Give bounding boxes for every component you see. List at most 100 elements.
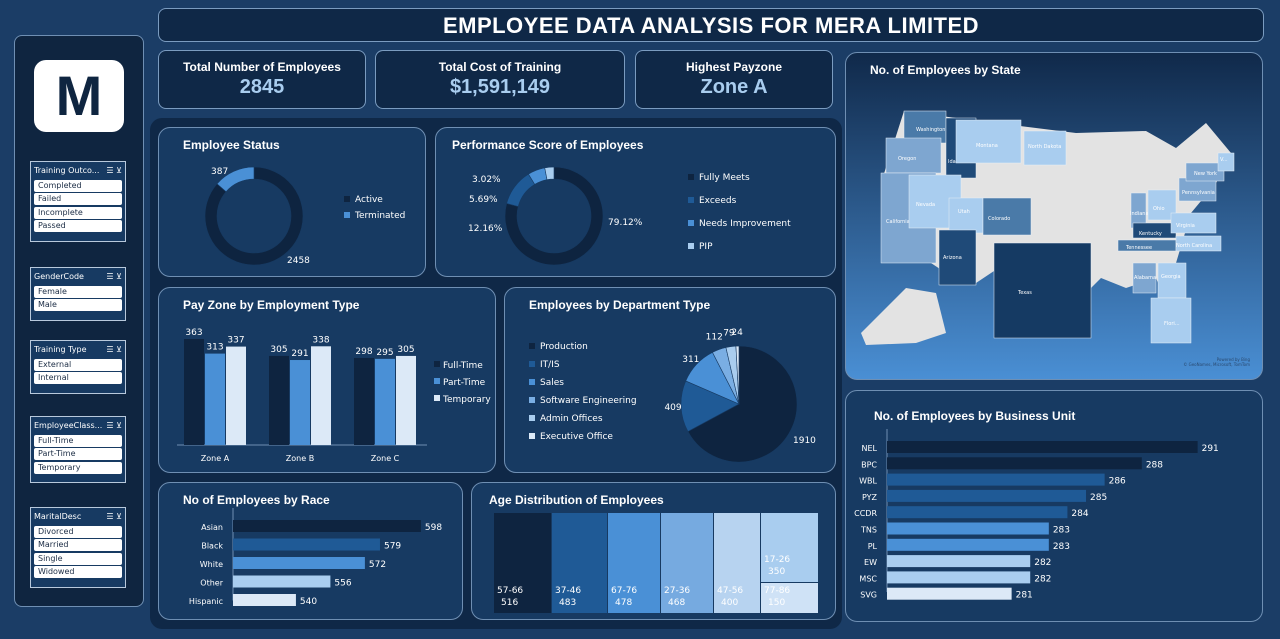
slicer-title: MaritalDesc ☰ ⊻ (34, 510, 122, 524)
bar-Asian[interactable] (233, 520, 421, 532)
tile-label: 37-46 (555, 586, 582, 596)
slicer-item[interactable]: Single (34, 552, 122, 565)
slicer-item[interactable]: Temporary (34, 461, 122, 474)
bar-Temporary[interactable] (396, 355, 416, 445)
multi-select-icon[interactable]: ☰ ⊻ (106, 272, 122, 281)
bar-WBL[interactable] (887, 473, 1105, 486)
age-tile[interactable]: 67-76 478 (608, 513, 660, 613)
bar-Other[interactable] (233, 575, 331, 588)
state-virginia[interactable] (1170, 212, 1217, 234)
bar-Temporary[interactable] (311, 346, 331, 445)
slicer-item[interactable]: Divorced (34, 525, 122, 538)
slicer-item[interactable]: Incomplete (34, 206, 122, 219)
bar-Black[interactable] (233, 538, 380, 551)
state-oregon[interactable] (885, 137, 942, 174)
data-label: 295 (376, 348, 393, 358)
bar-MSC[interactable] (887, 571, 1031, 584)
state-utah[interactable] (948, 197, 984, 234)
state-label: Idaho (948, 159, 962, 165)
map-credit: Powered by Bing (1216, 357, 1250, 362)
bar-Part-Time[interactable] (205, 353, 225, 445)
slicer-item[interactable]: Male (34, 299, 122, 311)
state-label: North Carolina (1176, 243, 1212, 249)
slicer-item[interactable]: Failed (34, 193, 122, 205)
status-slice[interactable] (216, 166, 255, 193)
legend-swatch (688, 220, 694, 226)
age-tile[interactable]: 57-66 516 (494, 513, 551, 613)
tile-value: 516 (501, 598, 519, 608)
data-label: 387 (211, 167, 228, 177)
state-colorado[interactable] (982, 197, 1032, 236)
perf-slice[interactable] (506, 173, 536, 207)
perf-slice[interactable] (544, 166, 555, 181)
data-label: 337 (227, 336, 244, 346)
slicer-item[interactable]: Married (34, 539, 122, 551)
bar-Full-Time[interactable] (184, 339, 204, 445)
data-label: 286 (1109, 477, 1126, 487)
multi-select-icon[interactable]: ☰ ⊻ (106, 421, 122, 430)
state-washington[interactable] (903, 110, 947, 144)
state-arizona[interactable] (938, 229, 977, 286)
state-v-[interactable] (1217, 152, 1235, 172)
age-tile[interactable]: 77-86 150 (761, 583, 818, 613)
state-alabama[interactable] (1132, 262, 1157, 294)
dept-slice[interactable] (735, 345, 740, 405)
slicer-item[interactable]: Part-Time (34, 448, 122, 460)
bar-Part-Time[interactable] (290, 360, 310, 445)
age-tile[interactable]: 47-56 400 (714, 513, 760, 613)
dept-slice[interactable] (687, 345, 798, 463)
data-label: 338 (312, 335, 329, 345)
bar-EW[interactable] (887, 555, 1031, 568)
state-label: Arizona (943, 255, 962, 261)
slicer-item[interactable]: Female (34, 285, 122, 298)
multi-select-icon[interactable]: ☰ ⊻ (106, 166, 122, 175)
bar-CCDR[interactable] (887, 506, 1068, 519)
slicer-item[interactable]: Passed (34, 220, 122, 232)
bar-TNS[interactable] (887, 522, 1049, 535)
status-slice[interactable] (204, 166, 304, 266)
state-new-york[interactable] (1185, 162, 1225, 182)
slicer-item[interactable]: Widowed (34, 566, 122, 578)
bar-PYZ[interactable] (887, 489, 1087, 502)
state-texas[interactable] (993, 242, 1092, 339)
bar-PL[interactable] (887, 538, 1049, 551)
data-label: 363 (185, 328, 202, 338)
state-florida[interactable] (1150, 297, 1192, 344)
slicer-item[interactable]: External (34, 358, 122, 371)
state-montana[interactable] (955, 119, 1022, 164)
state-north-dakota[interactable] (1023, 130, 1067, 166)
bar-Part-Time[interactable] (375, 358, 395, 445)
perf-slice[interactable] (504, 166, 604, 266)
state-georgia[interactable] (1157, 262, 1187, 299)
data-label: 409 (664, 403, 681, 413)
us-state-map[interactable]: Washington Oregon Idaho Montana North Dakota… (846, 53, 1264, 381)
y-tick-label: Other (200, 579, 223, 588)
data-label: 2458 (287, 256, 310, 266)
age-tile[interactable]: 27-36 468 (661, 513, 713, 613)
multi-select-icon[interactable]: ☰ ⊻ (106, 512, 122, 521)
bar-Temporary[interactable] (226, 346, 246, 445)
tile-label: 77-86 (764, 586, 791, 596)
bar-White[interactable] (233, 557, 365, 569)
multi-select-icon[interactable]: ☰ ⊻ (106, 345, 122, 354)
state-label: Washington (916, 127, 945, 133)
dept-slice[interactable] (680, 380, 740, 432)
slicer-item[interactable]: Internal (34, 372, 122, 384)
bar-SVG[interactable] (887, 587, 1012, 600)
performance-donut: 79.12% 12.16% 5.69% 3.02% Fully Meets Exceeds… (468, 166, 791, 266)
state-north-carolina[interactable] (1175, 235, 1222, 252)
slicer-item[interactable]: Completed (34, 179, 122, 192)
slicer-title: GenderCode ☰ ⊻ (34, 270, 122, 284)
state-label: Flori... (1164, 321, 1180, 327)
age-tile[interactable]: 37-46 483 (552, 513, 607, 613)
legend-label: Part-Time (443, 378, 486, 388)
data-label: 291 (291, 349, 308, 359)
bar-BPC[interactable] (887, 457, 1142, 470)
bar-NEL[interactable] (887, 441, 1198, 453)
bar-Full-Time[interactable] (269, 355, 289, 445)
age-tile[interactable]: 17-26 350 (761, 513, 818, 582)
slicer-item[interactable]: Full-Time (34, 434, 122, 447)
slicer-title-text: Training Outco... (34, 166, 100, 175)
bar-Full-Time[interactable] (354, 357, 374, 445)
bar-Hispanic[interactable] (233, 594, 296, 606)
